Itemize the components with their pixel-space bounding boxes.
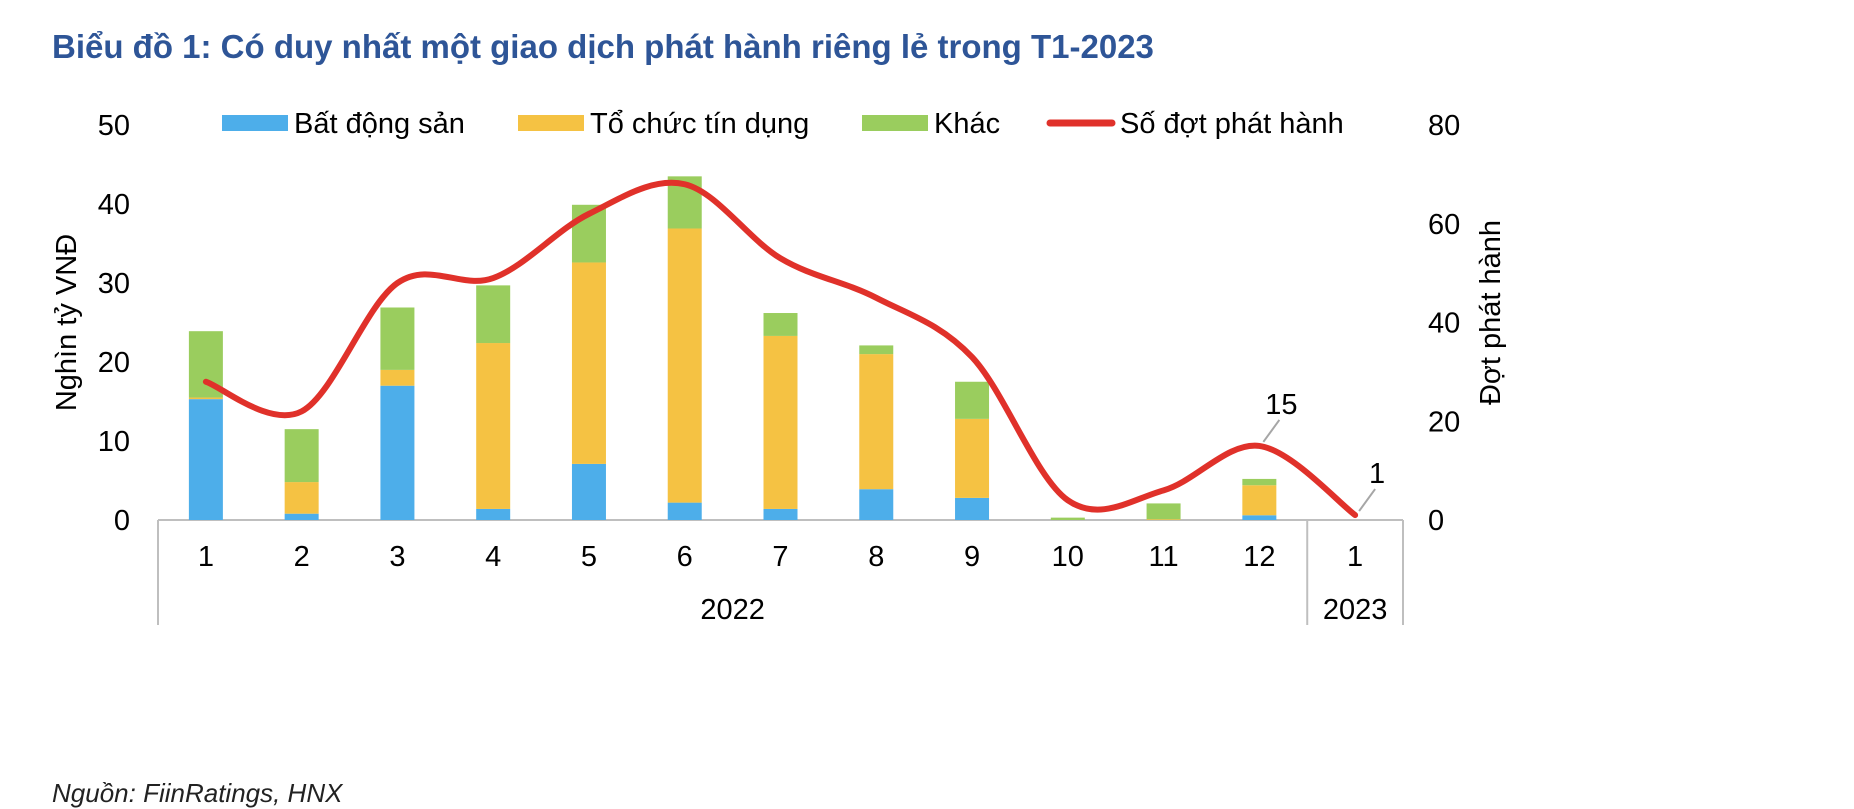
y-tick-label: 50 [98,110,130,142]
bar-khác [380,307,415,370]
y2-tick-label: 60 [1428,209,1460,241]
line-series [202,179,1359,519]
bar-bất-động-sản [284,513,319,520]
y2-axis-title: Đợt phát hành [1475,220,1507,405]
bar-bất-động-sản [571,463,606,520]
bar-tổ-chức-tín-dụng [380,369,415,386]
bar-tổ-chức-tín-dụng [284,482,319,514]
bar-tổ-chức-tín-dụng [955,418,990,498]
legend-label: Bất động sản [294,108,465,140]
bar-tổ-chức-tín-dụng [571,262,606,464]
y-tick-label: 10 [98,426,130,458]
legend-swatch [862,115,928,131]
bar-bất-động-sản [188,399,223,520]
bar-tổ-chức-tín-dụng [1242,485,1277,516]
x-tick-label: 3 [389,541,405,573]
x-tick-label: 4 [485,541,501,573]
bar-khác [284,429,319,483]
x-tick-label: 2 [294,541,310,573]
bar-khác [763,313,798,336]
bar-khác [476,285,511,344]
y2-tick-label: 40 [1428,308,1460,340]
y2-tick-label: 80 [1428,110,1460,142]
bar-khác [1050,517,1085,520]
bar-tổ-chức-tín-dụng [1146,519,1181,520]
x-tick-label: 8 [868,541,884,573]
bar-khác [955,381,990,419]
chart-title: Biểu đồ 1: Có duy nhất một giao dịch phá… [52,28,1154,65]
y-tick-label: 20 [98,347,130,379]
x-tick-label: 7 [772,541,788,573]
x-tick-label: 11 [1149,541,1179,573]
annotation-label: 15 [1265,389,1297,421]
x-tick-label: 10 [1052,541,1084,573]
bar-khác [1242,478,1277,486]
annotation-leader [1262,419,1281,443]
labels: 2022 2023 0 10 20 30 40 50 0 20 40 60 80 Nghìn tỷ VNĐ… [51,110,1507,626]
annotation-label: 1 [1369,458,1385,490]
bar-tổ-chức-tín-dụng [476,343,511,509]
x-tick-label: 5 [581,541,597,573]
x-tick-label: 12 [1243,541,1275,573]
line-so-dot-phat-hanh [202,179,1359,519]
bar-khác [1146,503,1181,520]
legend: Bất động sản Tổ chức tín dụng Khác Số đợt p… [222,108,1344,140]
x-tick-label: 1 [198,541,214,573]
y-tick-label: 30 [98,268,130,300]
bar-tổ-chức-tín-dụng [188,397,223,400]
x-tick-label: 1 [1347,541,1363,573]
bar-bất-động-sản [859,489,894,520]
bar-khác [859,345,894,355]
legend-swatch [222,115,288,131]
bar-tổ-chức-tín-dụng [667,228,702,503]
bar-bất-động-sản [667,502,702,520]
bars [188,176,1277,520]
annotation-leader [1358,488,1376,512]
bar-bất-động-sản [1242,515,1277,520]
bar-bất-động-sản [955,497,990,520]
legend-label: Tổ chức tín dụng [590,108,809,140]
bar-bất-động-sản [476,508,511,520]
y-axis-title: Nghìn tỷ VNĐ [51,234,83,411]
bar-bất-động-sản [380,385,415,520]
legend-label: Số đợt phát hành [1120,108,1344,140]
legend-label: Khác [934,108,1000,140]
y-tick-label: 40 [98,189,130,221]
bar-tổ-chức-tín-dụng [763,335,798,509]
y-tick-label: 0 [114,505,130,537]
y2-tick-label: 0 [1428,505,1444,537]
bar-bất-động-sản [763,508,798,520]
legend-swatch [518,115,584,131]
x-tick-label: 9 [964,541,980,573]
x-tick-label: 6 [677,541,693,573]
year-group-label: 2023 [1323,594,1388,626]
y2-tick-label: 20 [1428,406,1460,438]
year-group-label: 2022 [700,594,765,626]
bar-tổ-chức-tín-dụng [859,354,894,490]
